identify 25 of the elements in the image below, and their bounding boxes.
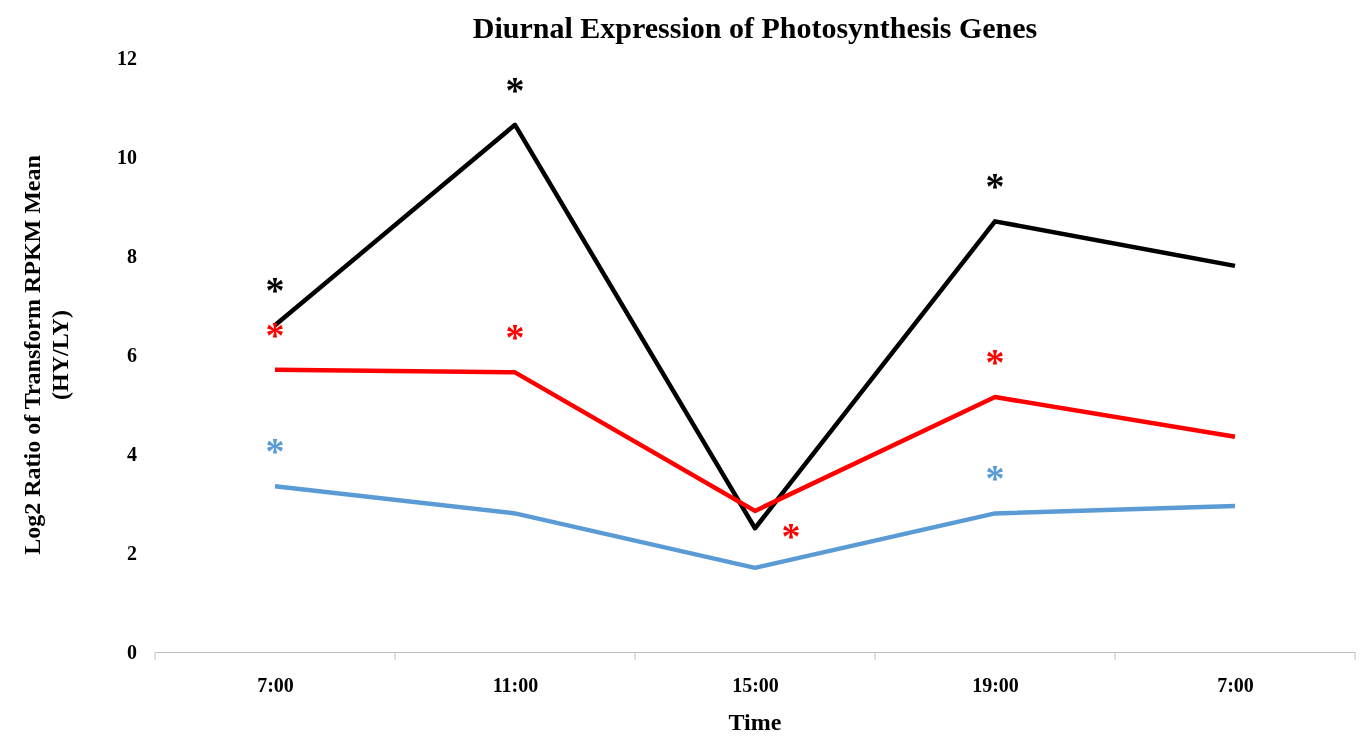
y-tick-label: 10 [117, 145, 137, 168]
x-tick-label: 11:00 [492, 674, 539, 697]
data-label: * [265, 313, 285, 356]
y-axis-title: Log2 Ratio of Transform RPKM Mean (HY/LY) [19, 155, 73, 555]
y-tick-label: 6 [127, 343, 137, 366]
y-tick-label: 4 [127, 442, 137, 465]
x-tick-label: 7:00 [1217, 674, 1254, 697]
y-tick-label: 0 [127, 640, 137, 663]
data-label: * [781, 514, 801, 557]
x-tick-label: 7:00 [257, 674, 294, 697]
data-label: * [505, 68, 525, 111]
x-tick-label: 15:00 [732, 674, 779, 697]
y-tick-label: 2 [127, 541, 137, 564]
x-axis-title: Time [728, 709, 782, 735]
y-tick-label: 8 [127, 244, 137, 267]
data-label: * [265, 430, 285, 473]
chart-title: Diurnal Expression of Photosynthesis Genes [472, 11, 1038, 44]
x-tick-label: 19:00 [972, 674, 1019, 697]
data-label: * [265, 269, 285, 312]
line-series [272, 483, 1238, 571]
data-label: * [505, 316, 525, 359]
data-label: * [985, 457, 1005, 500]
data-label: * [985, 341, 1005, 384]
data-label: * [985, 165, 1005, 208]
y-tick-label: 12 [117, 46, 137, 69]
